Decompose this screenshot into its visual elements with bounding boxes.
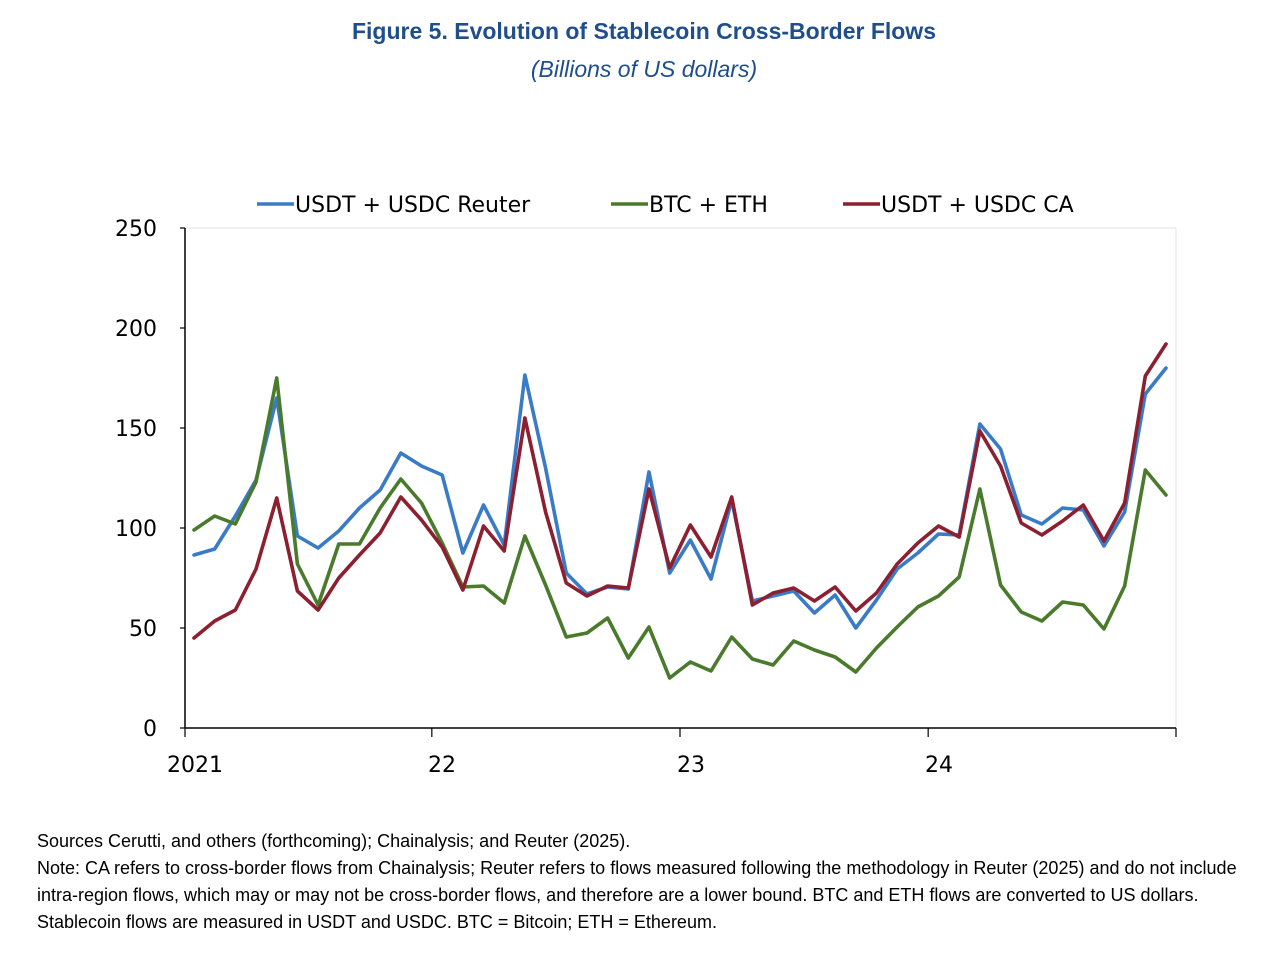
line-chart: USDT + USDC Reuter BTC + ETH USDT + USDC C… (115, 193, 1177, 778)
series-line-3 (192, 342, 1168, 640)
y-tick-label: 250 (115, 217, 157, 242)
y-tick-label: 100 (115, 517, 157, 542)
y-tick-label: 50 (129, 617, 157, 642)
plot-frame (185, 227, 1177, 728)
note-text: Note: CA refers to cross-border flows fr… (37, 858, 1237, 932)
x-axis: 2021 22 23 24 (167, 727, 1177, 778)
series-line-2 (192, 376, 1168, 680)
x-tick-label: 23 (677, 753, 705, 778)
chart-title: Figure 5. Evolution of Stablecoin Cross-… (351, 18, 936, 44)
series-line-1 (192, 366, 1168, 630)
sources-text: Sources Cerutti, and others (forthcoming… (37, 831, 631, 851)
y-tick-label: 0 (143, 717, 157, 742)
legend-label: BTC + ETH (649, 193, 768, 218)
legend-label: USDT + USDC Reuter (295, 193, 531, 218)
x-tick-label: 24 (925, 753, 953, 778)
series-lines (192, 342, 1168, 680)
x-tick-label: 2021 (167, 753, 223, 778)
chart-notes: Sources Cerutti, and others (forthcoming… (37, 828, 1262, 936)
y-tick-label: 150 (115, 417, 157, 442)
chart-subtitle: (Billions of US dollars) (530, 56, 758, 82)
x-tick-label: 22 (428, 753, 456, 778)
legend-label: USDT + USDC CA (881, 193, 1074, 218)
chart-legend: USDT + USDC Reuter BTC + ETH USDT + USDC C… (257, 193, 1074, 218)
y-tick-label: 200 (115, 317, 157, 342)
y-axis: 0 50 100 150 200 250 (115, 217, 186, 742)
